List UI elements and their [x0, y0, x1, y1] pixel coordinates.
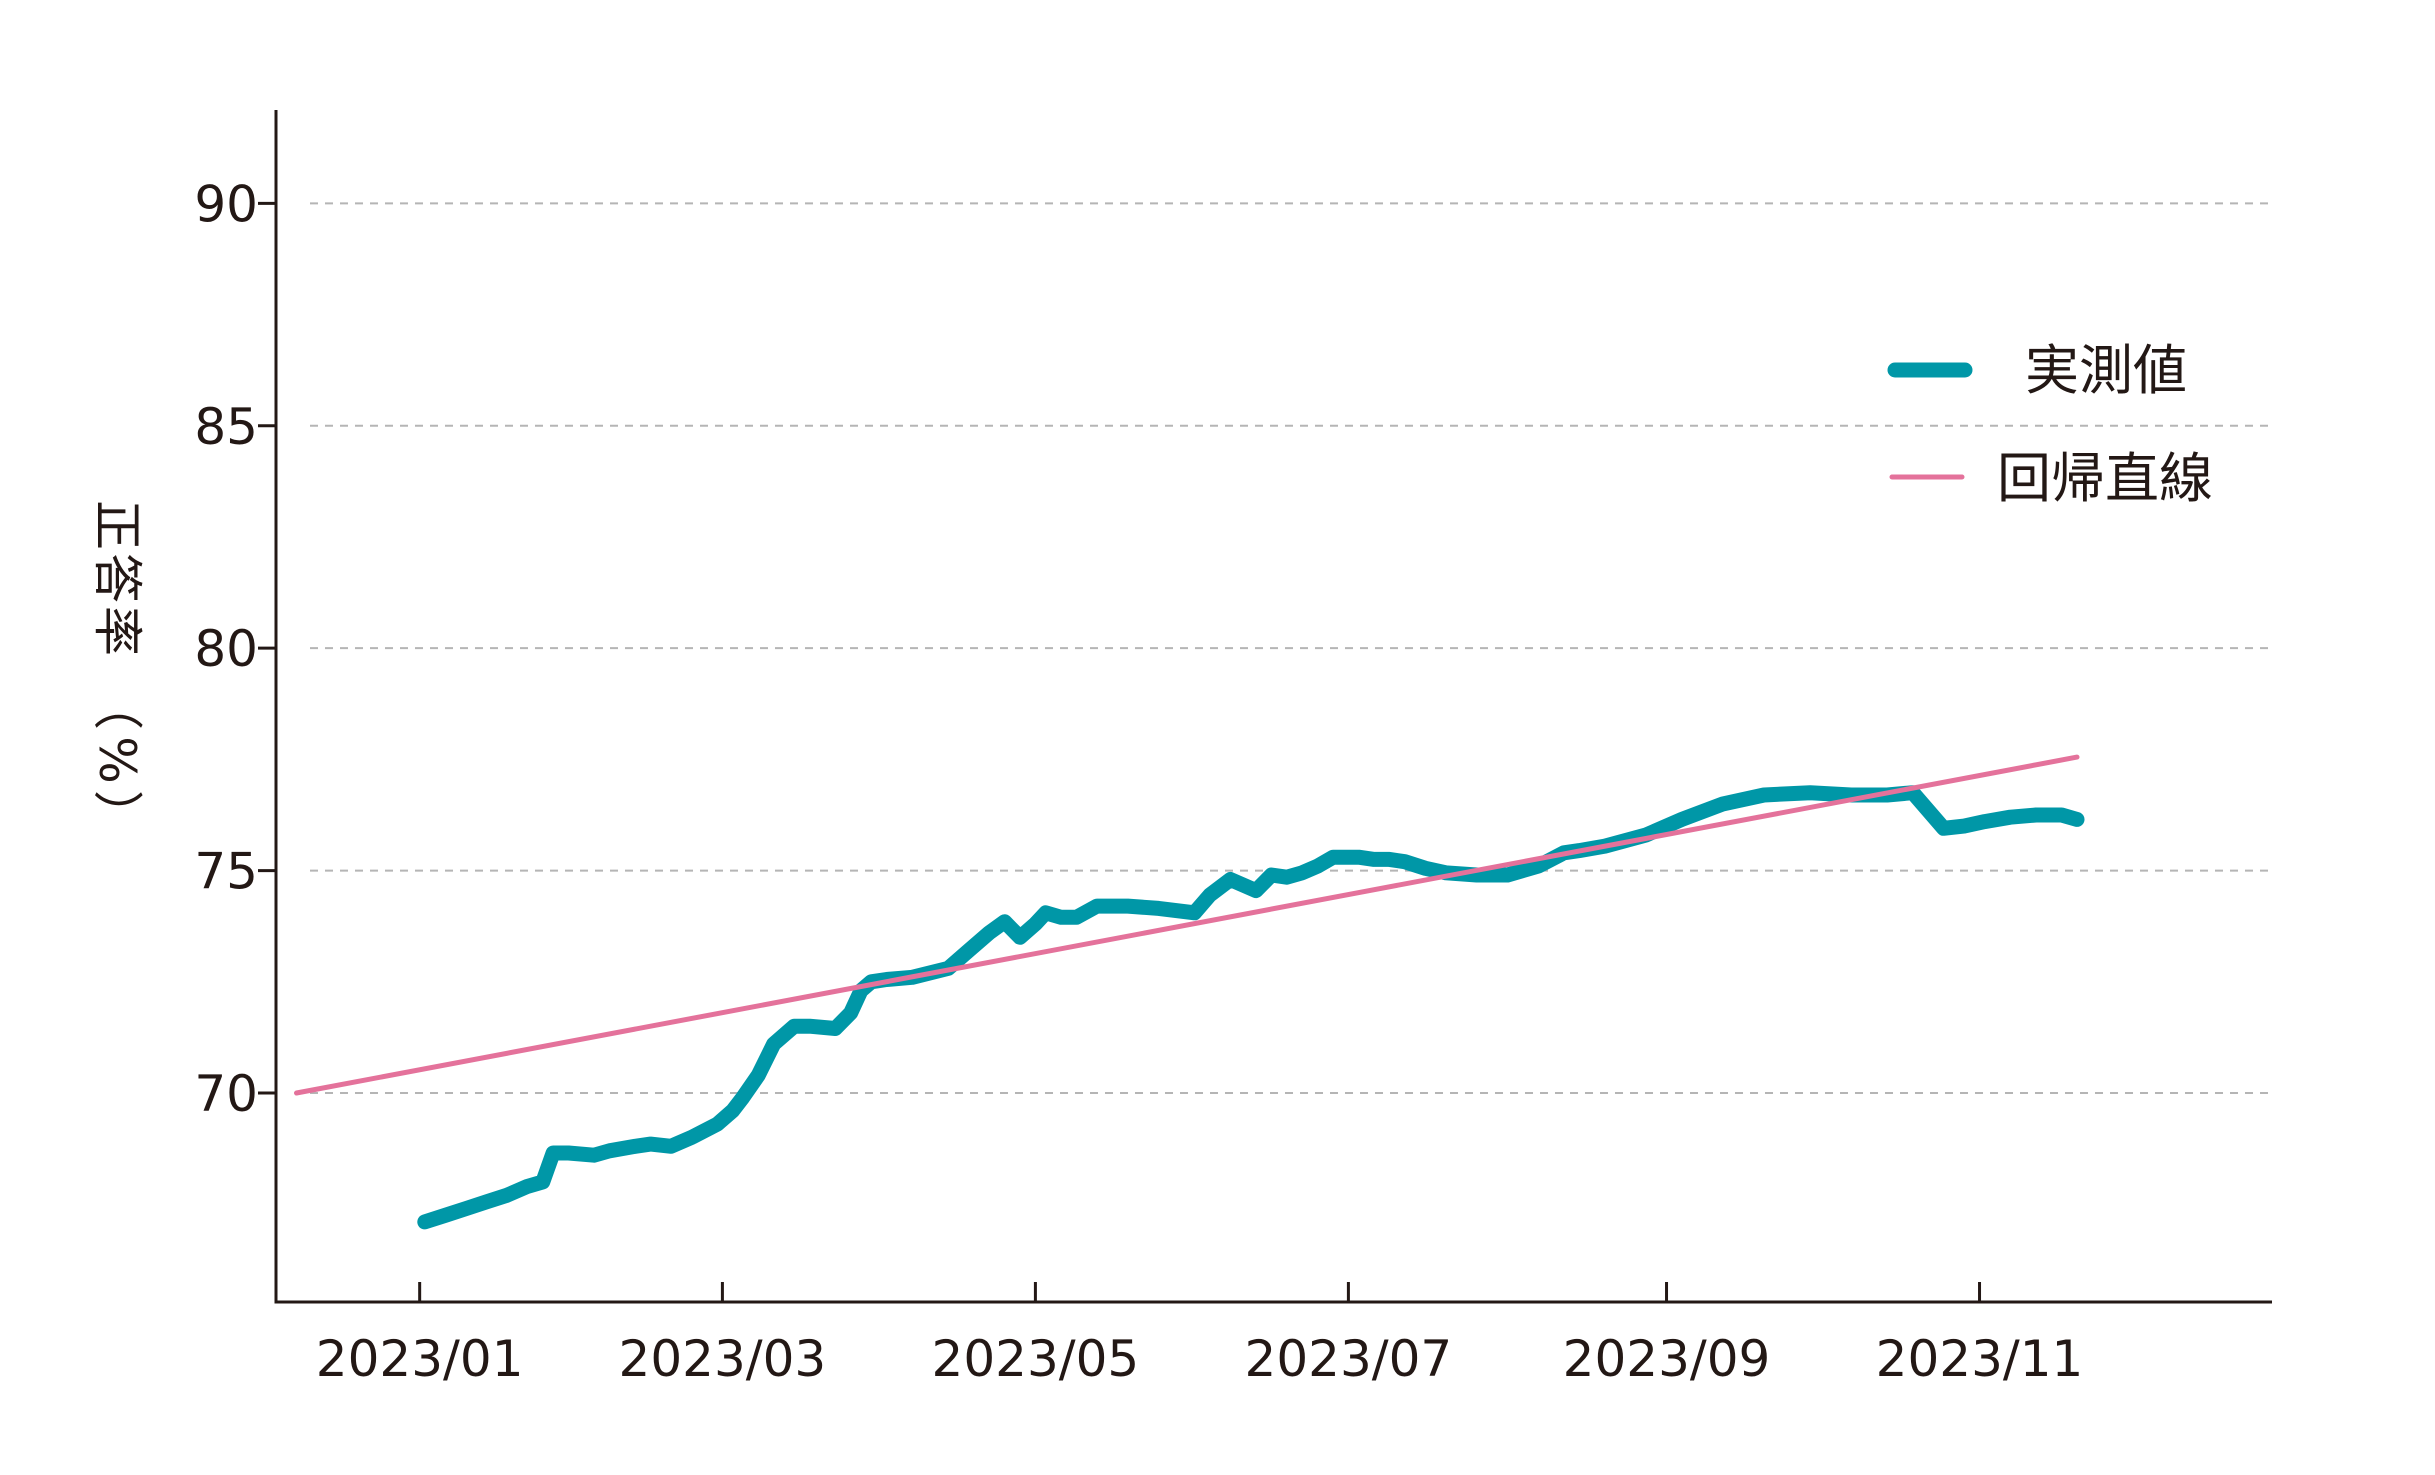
grid-lines: [310, 202, 2272, 1094]
y-axis-title-char: 正: [88, 500, 146, 550]
y-axis-title-char: %: [88, 736, 146, 784]
y-tick-label: 90: [194, 175, 258, 233]
x-tick-label: 2023/07: [1245, 1330, 1453, 1388]
legend: 実測値 回帰直線: [1887, 339, 2213, 510]
y-tick-label: 80: [194, 620, 258, 678]
y-axis-title-char: （: [88, 680, 146, 730]
legend-label-measured: 実測値: [2025, 339, 2187, 402]
y-tick-label: 70: [194, 1065, 258, 1123]
legend-label-regression: 回帰直線: [1997, 447, 2213, 510]
y-tick-label: 75: [194, 843, 258, 901]
y-axis-title-char: 答: [88, 553, 146, 603]
series: [294, 754, 2085, 1230]
y-axis-title-char: ）: [88, 790, 146, 840]
x-tick-label: 2023/01: [316, 1330, 524, 1388]
tick-labels: 70 75 80 85 90 2023/01 2023/03 2023/05 2023/07 20…: [194, 175, 2083, 1388]
measured-series-line: [417, 785, 2085, 1230]
y-axis-title: 正 答 率 （ % ）: [88, 500, 146, 840]
regression-line: [294, 754, 2080, 1096]
x-tick-label: 2023/05: [932, 1330, 1140, 1388]
y-tick-label: 85: [194, 398, 258, 456]
x-tick-label: 2023/03: [619, 1330, 827, 1388]
axes: [258, 110, 2272, 1304]
y-axis-title-char: 率: [88, 606, 146, 656]
x-tick-label: 2023/11: [1876, 1330, 2084, 1388]
x-tick-label: 2023/09: [1563, 1330, 1771, 1388]
